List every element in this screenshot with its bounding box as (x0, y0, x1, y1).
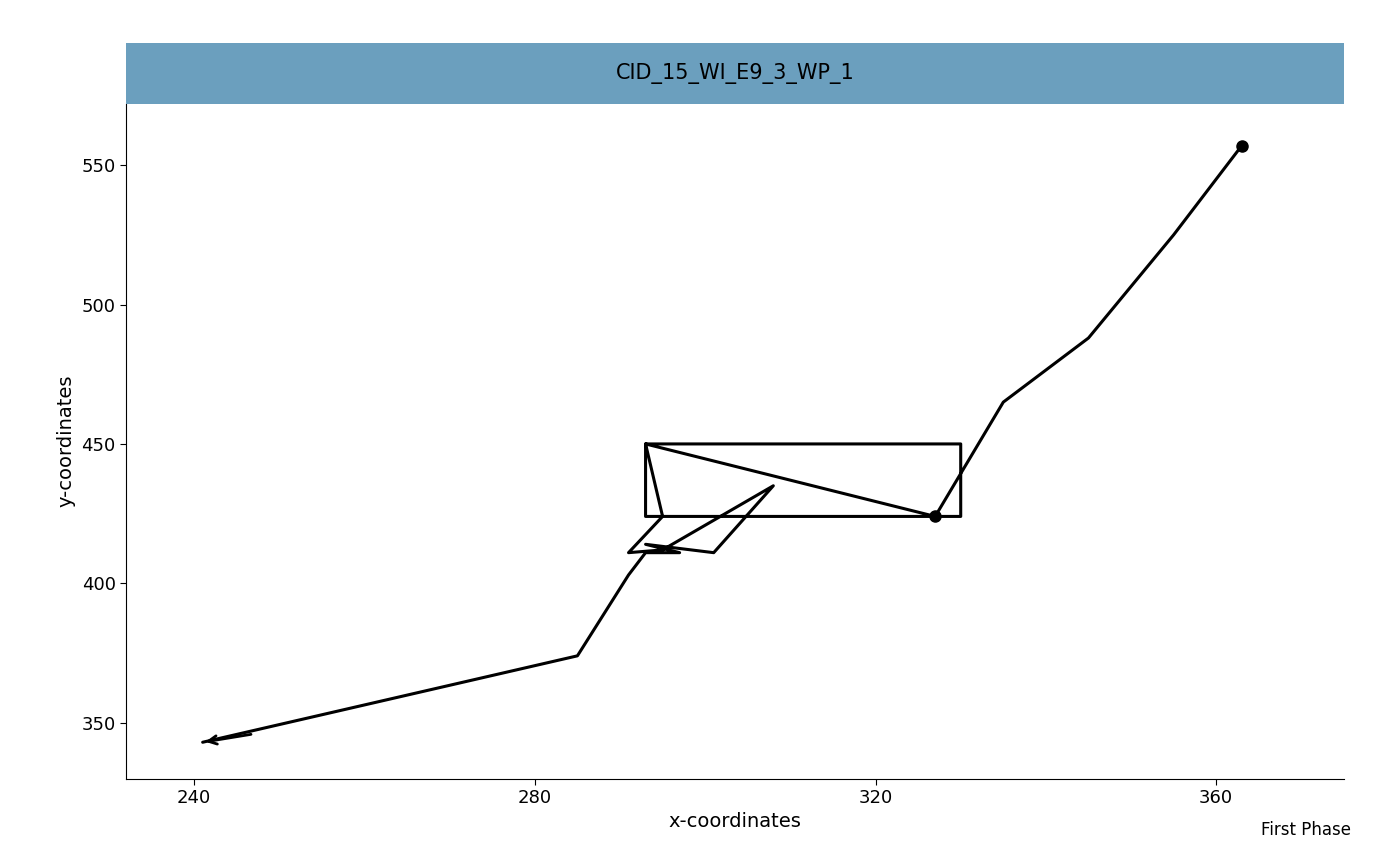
Text: First Phase: First Phase (1261, 821, 1351, 839)
X-axis label: x-coordinates: x-coordinates (669, 812, 801, 831)
Y-axis label: y-coordinates: y-coordinates (57, 375, 76, 508)
Text: CID_15_WI_E9_3_WP_1: CID_15_WI_E9_3_WP_1 (616, 63, 854, 84)
